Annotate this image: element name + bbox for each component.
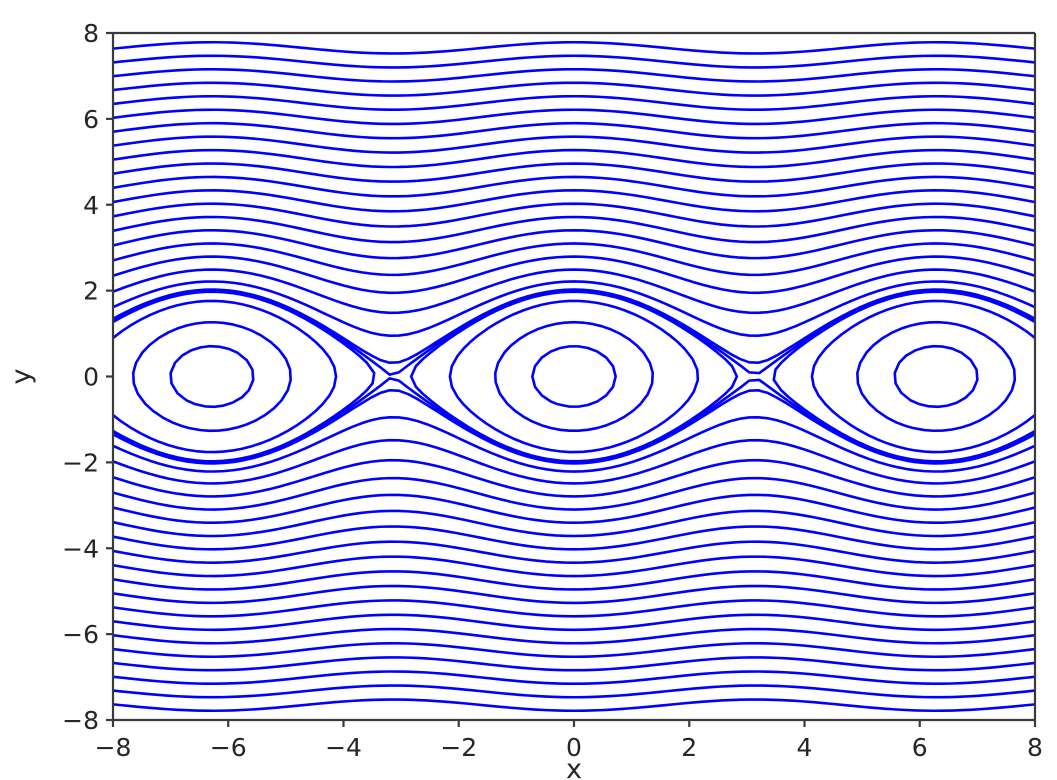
contour-level-0 bbox=[531, 345, 617, 408]
contour-level-11 bbox=[113, 215, 1035, 244]
ytick-label-8: 8 bbox=[83, 19, 99, 48]
contour-level-19 bbox=[113, 627, 1035, 645]
contour-level-4 bbox=[113, 289, 1035, 376]
contour-level-9 bbox=[113, 242, 1035, 277]
contour-level-12 bbox=[113, 525, 1035, 551]
contour-level-5 bbox=[113, 288, 1035, 364]
ytick-label-0: −8 bbox=[62, 706, 99, 735]
contour-level-15 bbox=[113, 162, 1035, 183]
contour-level-2 bbox=[113, 299, 338, 454]
xtick-label-1: −6 bbox=[210, 733, 247, 762]
contour-level-0 bbox=[169, 344, 255, 409]
ytick-label-7: 6 bbox=[83, 105, 99, 134]
contour-level-20 bbox=[113, 641, 1035, 659]
ytick-label-3: −2 bbox=[62, 448, 99, 477]
x-axis-label: x bbox=[566, 754, 582, 780]
contour-level-9 bbox=[113, 476, 1035, 511]
contour-level-16 bbox=[113, 584, 1035, 605]
contour-level-15 bbox=[113, 570, 1035, 591]
contour-level-14 bbox=[113, 175, 1035, 198]
xtick-label-4: 0 bbox=[566, 733, 582, 762]
ytick-label-5: 2 bbox=[83, 277, 99, 306]
axis-tick-labels: −8 −6 −4 −2 0 2 4 6 8 −8 −6 −4 −2 0 2 4 6 8 bbox=[62, 19, 1043, 762]
axis-ticks bbox=[106, 31, 1037, 727]
contour-level-23 bbox=[113, 684, 1035, 699]
contour-level-16 bbox=[113, 148, 1035, 169]
contour-level-17 bbox=[113, 135, 1035, 154]
contour-level-1 bbox=[131, 320, 292, 433]
contour-level-21 bbox=[113, 81, 1035, 97]
contour-level-7 bbox=[113, 438, 1035, 485]
contour-level-19 bbox=[113, 108, 1035, 126]
contour-level-7 bbox=[113, 268, 1035, 315]
xtick-label-3: −2 bbox=[440, 733, 477, 762]
ytick-label-6: 4 bbox=[83, 191, 99, 220]
contour-level-4 bbox=[113, 377, 1035, 464]
contour-level-21 bbox=[113, 656, 1035, 672]
contour-level-20 bbox=[113, 94, 1035, 112]
contour-level-1 bbox=[856, 320, 1017, 433]
contour-level-24 bbox=[113, 40, 1035, 55]
y-axis-label: y bbox=[6, 368, 37, 384]
xtick-label-5: 2 bbox=[681, 733, 697, 762]
ytick-label-2: −4 bbox=[62, 534, 99, 563]
contour-level-18 bbox=[113, 613, 1035, 632]
contour-level-18 bbox=[113, 121, 1035, 140]
contour-level-2 bbox=[448, 299, 700, 454]
contour-level-8 bbox=[113, 255, 1035, 295]
axis-titles: yx bbox=[6, 368, 582, 780]
xtick-label-0: −8 bbox=[95, 733, 132, 762]
contour-level-12 bbox=[113, 202, 1035, 228]
contour-level-10 bbox=[113, 493, 1035, 525]
ytick-label-1: −6 bbox=[62, 620, 99, 649]
contour-level-0 bbox=[893, 344, 979, 409]
contour-level-8 bbox=[113, 458, 1035, 498]
contour-level-11 bbox=[113, 509, 1035, 538]
contour-level-24 bbox=[113, 698, 1035, 713]
contour-level-13 bbox=[113, 540, 1035, 564]
xtick-label-2: −4 bbox=[325, 733, 362, 762]
xtick-label-8: 8 bbox=[1027, 733, 1043, 762]
contour-level-22 bbox=[113, 67, 1035, 83]
contour-level-22 bbox=[113, 670, 1035, 686]
contour-level-17 bbox=[113, 599, 1035, 618]
ytick-label-4: 0 bbox=[83, 363, 99, 392]
contour-level-10 bbox=[113, 228, 1035, 260]
xtick-label-7: 6 bbox=[912, 733, 928, 762]
contour-level-5 bbox=[113, 389, 1035, 465]
contour-lines-group bbox=[113, 40, 1035, 713]
contour-level-14 bbox=[113, 555, 1035, 578]
contour-level-1 bbox=[493, 320, 655, 432]
contour-level-13 bbox=[113, 189, 1035, 213]
xtick-label-6: 4 bbox=[797, 733, 813, 762]
contour-level-3 bbox=[409, 290, 739, 463]
contour-level-6 bbox=[113, 416, 1035, 473]
contour-level-2 bbox=[810, 299, 1035, 454]
contour-level-23 bbox=[113, 54, 1035, 69]
contour-level-6 bbox=[113, 280, 1035, 337]
